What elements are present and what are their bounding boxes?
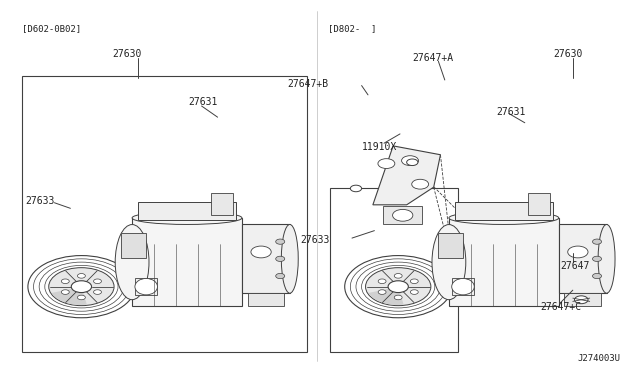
Bar [330,188,458,352]
Text: [D802-  ]: [D802- ] [328,24,377,33]
Circle shape [77,273,85,278]
Wedge shape [52,289,87,305]
Circle shape [378,279,386,283]
Bar [383,206,422,224]
Circle shape [378,290,386,294]
Circle shape [28,256,135,318]
Text: 27630: 27630 [112,49,141,59]
Circle shape [276,273,285,279]
Circle shape [412,179,429,189]
Circle shape [93,290,102,294]
Circle shape [392,209,413,221]
Circle shape [593,256,602,262]
Bar [564,293,601,306]
Circle shape [350,185,362,192]
Circle shape [568,246,588,258]
Circle shape [593,239,602,244]
Ellipse shape [115,225,149,300]
Circle shape [410,290,419,294]
Text: 27630: 27630 [554,49,583,59]
Circle shape [345,256,452,318]
Circle shape [575,296,588,304]
Circle shape [71,281,92,292]
Circle shape [378,159,395,169]
Circle shape [45,265,118,308]
Ellipse shape [132,211,242,224]
Circle shape [77,295,85,300]
Text: 11910X: 11910X [362,142,397,152]
Circle shape [49,268,114,306]
Circle shape [61,279,69,283]
Circle shape [61,290,69,294]
Circle shape [251,246,271,258]
Bar [438,233,463,258]
Bar [242,224,290,293]
Circle shape [39,262,124,311]
Circle shape [593,273,602,279]
Bar [22,76,307,352]
Circle shape [362,265,435,308]
Bar [559,224,607,293]
Ellipse shape [135,279,157,295]
Circle shape [394,295,402,300]
Text: 27647: 27647 [560,261,589,271]
Circle shape [388,281,408,292]
Bar [528,193,550,215]
Bar [211,193,234,215]
Circle shape [276,239,285,244]
Ellipse shape [282,224,298,293]
Circle shape [406,159,418,166]
Polygon shape [373,146,440,205]
Bar [138,202,236,219]
Text: [D602-0B02]: [D602-0B02] [22,24,81,33]
Wedge shape [369,289,404,305]
Text: 27647+B: 27647+B [287,79,328,89]
Circle shape [410,279,419,283]
Text: 27633: 27633 [300,235,330,245]
Ellipse shape [449,211,559,224]
Bar [248,293,284,306]
Ellipse shape [452,279,474,295]
Circle shape [401,156,419,166]
Text: 27647+A: 27647+A [413,53,454,62]
Text: J274003U: J274003U [578,354,621,363]
Circle shape [33,259,129,314]
Circle shape [350,259,446,314]
Bar [454,202,553,219]
Bar [449,218,559,306]
Bar [121,233,146,258]
Bar [452,279,474,295]
Circle shape [276,256,285,262]
Text: 27631: 27631 [189,97,218,107]
Bar [135,279,157,295]
Text: 27633: 27633 [26,196,55,206]
Circle shape [356,262,440,311]
Bar [132,218,242,306]
Ellipse shape [598,224,615,293]
Circle shape [394,273,402,278]
Ellipse shape [432,225,466,300]
Text: 27631: 27631 [496,107,525,116]
Circle shape [365,268,431,306]
Circle shape [93,279,102,283]
Text: 27647+C: 27647+C [541,302,582,312]
